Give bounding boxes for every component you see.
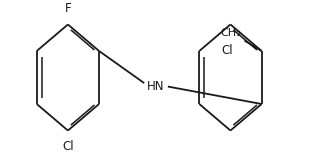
Text: CH₃: CH₃ (220, 28, 241, 38)
Text: HN: HN (147, 80, 165, 93)
Text: Cl: Cl (221, 44, 233, 58)
Text: Cl: Cl (62, 140, 74, 153)
Text: F: F (65, 2, 71, 15)
